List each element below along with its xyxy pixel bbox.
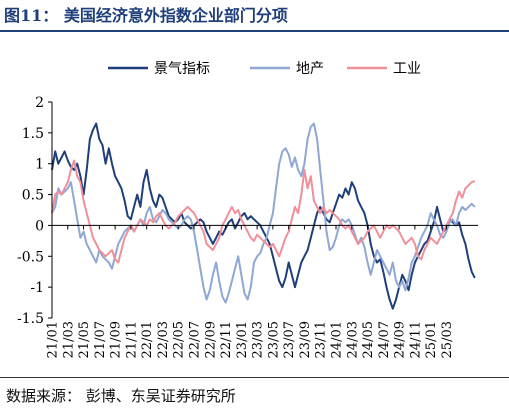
x-tick-label: 21/01	[46, 321, 61, 358]
x-tick-label: 25/03	[440, 321, 455, 358]
y-tick-label: -1	[30, 280, 44, 296]
x-tick-label: 24/03	[345, 321, 360, 358]
x-tick-label: 21/05	[77, 321, 92, 358]
source-divider	[0, 377, 509, 378]
x-tick-label: 25/01	[424, 321, 439, 358]
series-line-1	[51, 122, 476, 310]
source-note: 数据来源： 彭博、东吴证券研究所	[6, 387, 236, 405]
y-tick-label: 2	[35, 95, 44, 111]
x-tick-label: 24/09	[393, 321, 408, 358]
chart-title: 图11： 美国经济意外指数企业部门分项	[4, 6, 288, 25]
x-tick-label: 24/11	[408, 321, 423, 358]
x-tick-label: 22/03	[156, 321, 171, 358]
x-tick-label: 23/11	[314, 321, 329, 358]
legend-label: 工业	[393, 61, 421, 77]
x-tick-label: 23/03	[251, 321, 266, 358]
y-tick-label: 0	[35, 218, 44, 234]
x-tick-label: 23/09	[298, 321, 313, 358]
x-tick-label: 22/05	[172, 321, 187, 358]
x-tick-label: 22/09	[203, 321, 218, 358]
x-tick-label: 23/01	[235, 321, 250, 358]
x-tick-label: 23/05	[266, 321, 281, 358]
x-tick-label: 24/07	[377, 321, 392, 358]
x-tick-label: 21/03	[61, 321, 76, 358]
x-tick-label: 21/07	[93, 321, 108, 358]
x-tick-label: 21/11	[124, 321, 139, 358]
title-divider	[0, 30, 509, 32]
series-lines	[51, 122, 476, 310]
y-tick-label: 1.5	[22, 126, 44, 142]
y-tick-label: -0.5	[17, 249, 44, 265]
y-tick-label: -1.5	[17, 311, 44, 327]
x-tick-label: 24/01	[330, 321, 345, 358]
legend: 景气指标 地产 工业	[108, 61, 421, 77]
x-tick-label: 22/01	[140, 321, 155, 358]
x-tick-label: 22/07	[188, 321, 203, 358]
x-tick-label: 23/07	[282, 321, 297, 358]
x-tick-label: 22/11	[219, 321, 234, 358]
y-tick-label: 0.5	[22, 188, 44, 204]
legend-label: 地产	[296, 61, 324, 77]
y-tick-label: 1	[35, 157, 44, 173]
x-tick-label: 24/05	[361, 321, 376, 358]
series-line-2	[51, 122, 476, 304]
legend-label: 景气指标	[154, 61, 210, 77]
x-tick-label: 21/09	[109, 321, 124, 358]
series-line-3	[51, 159, 476, 264]
